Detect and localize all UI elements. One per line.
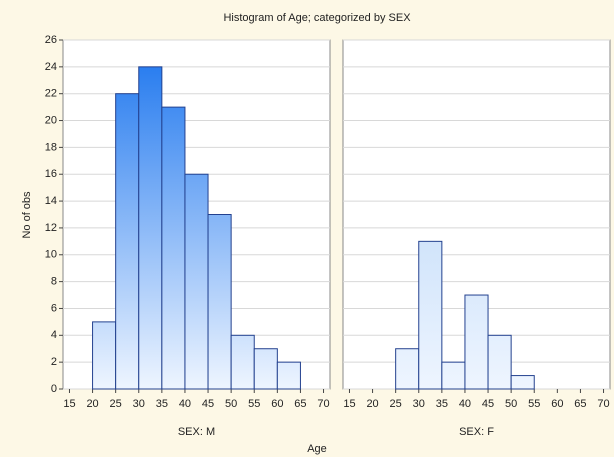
y-tick-label: 20 xyxy=(45,114,57,126)
x-tick-label: 40 xyxy=(459,398,471,410)
x-tick-label: 35 xyxy=(436,398,448,410)
bar xyxy=(207,214,232,390)
x-tick-label: 55 xyxy=(528,398,540,410)
chart-title: Histogram of Age; categorized by SEX xyxy=(223,12,411,24)
y-tick-label: 12 xyxy=(45,222,57,234)
x-tick-label: 30 xyxy=(413,398,425,410)
bar xyxy=(253,348,278,390)
y-tick-label: 24 xyxy=(45,61,57,73)
bar xyxy=(161,106,186,390)
x-tick-label: 15 xyxy=(343,398,355,410)
y-tick-label: 22 xyxy=(45,88,57,100)
x-axis-label: Age xyxy=(307,443,327,455)
x-tick-label: 35 xyxy=(156,398,168,410)
y-tick-label: 8 xyxy=(51,276,57,288)
bar xyxy=(487,334,512,390)
bar xyxy=(230,334,255,390)
x-tick-label: 20 xyxy=(86,398,98,410)
x-tick-label: 70 xyxy=(597,398,609,410)
x-tick-label: 20 xyxy=(366,398,378,410)
x-tick-label: 65 xyxy=(574,398,586,410)
bar xyxy=(464,294,489,390)
x-tick-label: 25 xyxy=(390,398,402,410)
y-tick-label: 26 xyxy=(45,34,57,46)
x-tick-label: 65 xyxy=(294,398,306,410)
bar xyxy=(115,93,140,390)
x-tick-label: 15 xyxy=(63,398,75,410)
x-tick-label: 30 xyxy=(133,398,145,410)
y-tick-label: 10 xyxy=(45,249,57,261)
bar xyxy=(418,240,443,390)
x-tick-label: 50 xyxy=(505,398,517,410)
y-tick-label: 18 xyxy=(45,141,57,153)
bar xyxy=(184,173,209,390)
y-tick-label: 2 xyxy=(51,356,57,368)
x-tick-label: 45 xyxy=(202,398,214,410)
bar xyxy=(441,361,466,390)
x-tick-label: 25 xyxy=(110,398,122,410)
x-tick-label: 45 xyxy=(482,398,494,410)
x-tick-label: 60 xyxy=(271,398,283,410)
bar xyxy=(92,321,117,390)
y-tick-label: 14 xyxy=(45,195,57,207)
x-tick-label: 50 xyxy=(225,398,237,410)
bar xyxy=(395,348,420,390)
y-tick-label: 0 xyxy=(51,383,57,395)
panel-label: SEX: M xyxy=(178,426,215,438)
x-tick-label: 70 xyxy=(317,398,329,410)
bar xyxy=(138,66,163,390)
x-tick-label: 60 xyxy=(551,398,563,410)
y-tick-label: 16 xyxy=(45,168,57,180)
bar xyxy=(510,375,535,390)
bar xyxy=(276,361,301,390)
panel-label: SEX: F xyxy=(459,426,494,438)
y-tick-label: 4 xyxy=(51,329,57,341)
y-axis-label: No of obs xyxy=(21,191,33,239)
x-tick-label: 40 xyxy=(179,398,191,410)
y-tick-label: 6 xyxy=(51,302,57,314)
x-tick-label: 55 xyxy=(248,398,260,410)
